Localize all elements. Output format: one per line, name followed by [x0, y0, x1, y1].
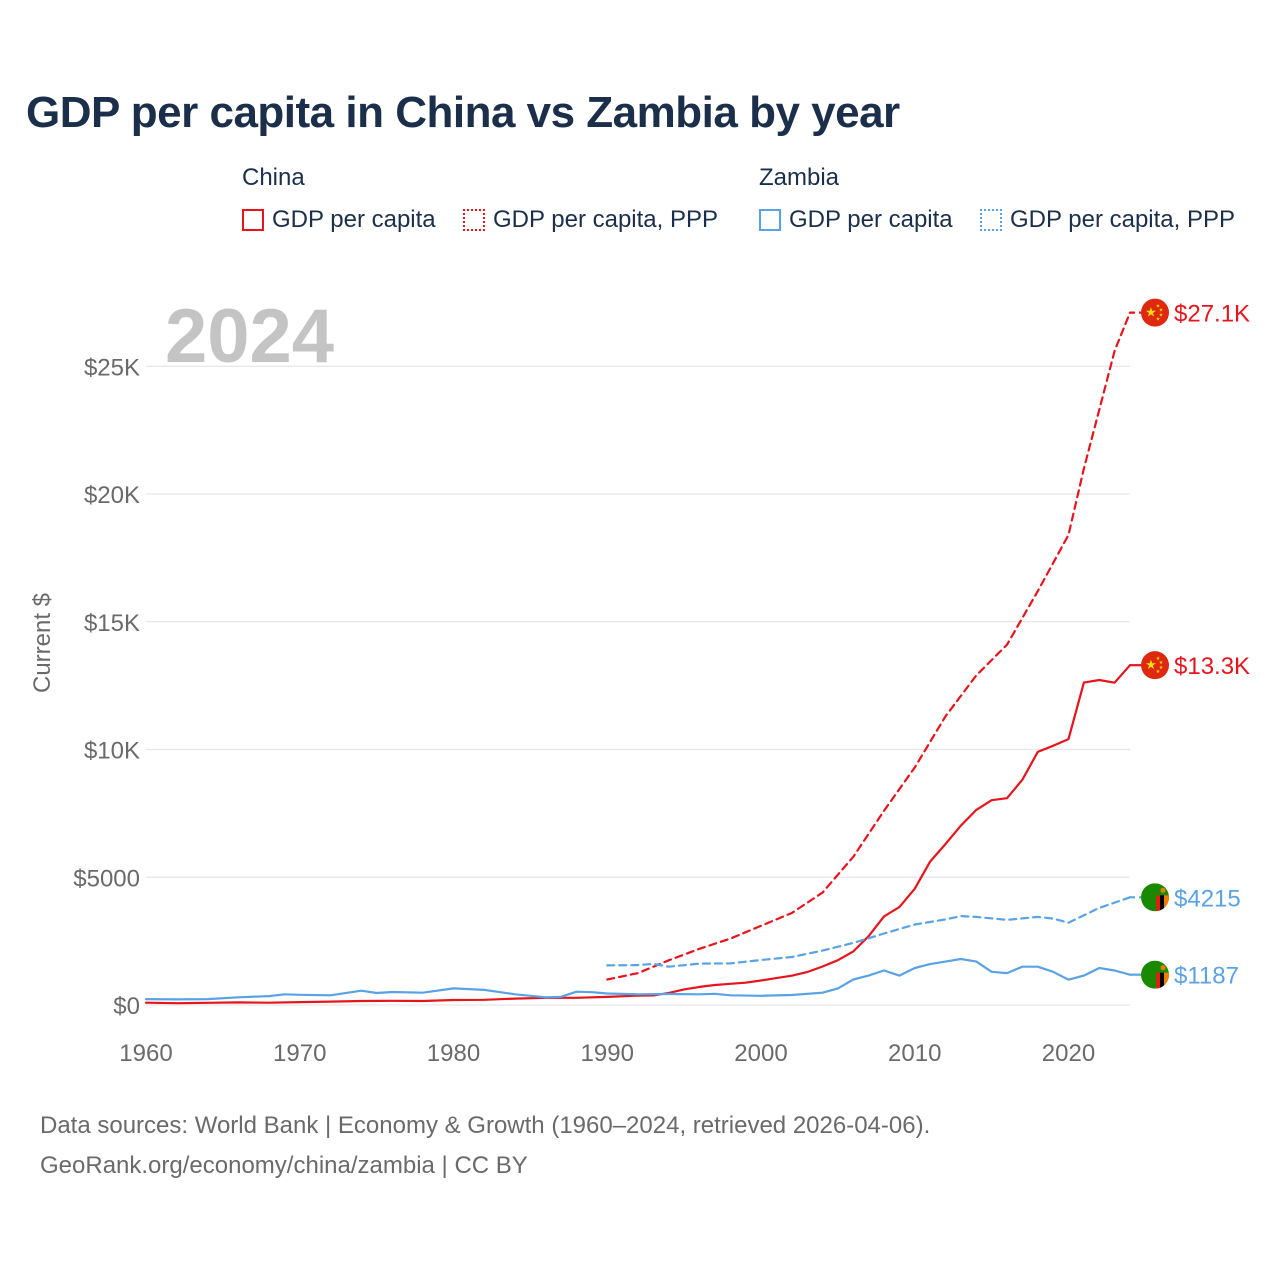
svg-text:★: ★	[1145, 658, 1157, 673]
legend-item-china-ppp[interactable]: GDP per capita, PPP	[463, 206, 718, 234]
series-line[interactable]	[144, 957, 1132, 1001]
legend-item-zambia-ppp[interactable]: GDP per capita, PPP	[980, 206, 1235, 234]
footer-link[interactable]: GeoRank.org/economy/china/zambia | CC BY	[40, 1152, 528, 1179]
end-value-label: $27.1K	[1174, 301, 1250, 328]
x-axis: 1960 1970 1980 1990 2000 2010 2020	[119, 1040, 1095, 1067]
x-tick-label: 1960	[119, 1040, 172, 1067]
y-tick-label: $25K	[84, 354, 140, 381]
svg-text:★: ★	[1156, 656, 1161, 662]
x-tick-label: 2020	[1042, 1040, 1095, 1067]
y-axis: $0 $5000 $10K $15K $20K $25K	[73, 354, 140, 1020]
y-tick-label: $0	[113, 993, 140, 1020]
y-tick-label: $5000	[73, 865, 140, 892]
series-line[interactable]	[606, 896, 1132, 968]
footer-sources: Data sources: World Bank | Economy & Gro…	[40, 1112, 931, 1139]
dotted-swatch-icon	[980, 209, 1002, 231]
end-value-label: $1187	[1174, 963, 1239, 990]
legend-item-china-gdp[interactable]: GDP per capita	[242, 206, 436, 234]
zambia-flag-icon	[1141, 883, 1169, 912]
y-axis-label: Current $	[29, 593, 56, 693]
y-tick-label: $10K	[84, 738, 140, 765]
y-tick-label: $20K	[84, 482, 140, 509]
year-watermark: 2024	[165, 294, 334, 379]
legend-group-china: China	[242, 164, 305, 191]
line-chart: $0 $5000 $10K $15K $20K $25K 1960 1970 1980 1990…	[29, 294, 1250, 1067]
legend-label: GDP per capita, PPP	[1010, 206, 1235, 233]
svg-text:★: ★	[1156, 317, 1161, 323]
end-labels: ★★★★★ $13.3K★★★★★ $27.1K$1187$4215	[1130, 298, 1250, 990]
grid	[146, 365, 1130, 1006]
legend-label: GDP per capita	[272, 206, 436, 233]
series-line[interactable]	[144, 664, 1132, 1005]
series-lines	[144, 311, 1132, 1005]
x-tick-label: 2010	[888, 1040, 941, 1067]
svg-text:★: ★	[1156, 669, 1161, 675]
china-flag-icon: ★★★★★	[1141, 651, 1169, 680]
chart-title: GDP per capita in China vs Zambia by yea…	[26, 88, 900, 137]
series-line[interactable]	[606, 311, 1132, 981]
zambia-flag-icon	[1141, 960, 1169, 989]
svg-text:★: ★	[1145, 306, 1157, 321]
legend-label: GDP per capita, PPP	[493, 206, 718, 233]
svg-text:★: ★	[1159, 665, 1164, 671]
y-tick-label: $15K	[84, 610, 140, 637]
dotted-swatch-icon	[463, 209, 485, 231]
svg-text:★: ★	[1159, 660, 1164, 666]
x-tick-label: 1990	[581, 1040, 634, 1067]
solid-swatch-icon	[242, 209, 264, 231]
x-tick-label: 2000	[734, 1040, 787, 1067]
svg-text:★: ★	[1159, 308, 1164, 314]
svg-text:★: ★	[1156, 304, 1161, 310]
x-tick-label: 1970	[273, 1040, 326, 1067]
china-flag-icon: ★★★★★	[1141, 298, 1169, 327]
legend-group-zambia: Zambia	[759, 164, 840, 191]
end-value-label: $13.3K	[1174, 653, 1250, 680]
solid-swatch-icon	[759, 209, 781, 231]
legend-label: GDP per capita	[789, 206, 953, 233]
end-value-label: $4215	[1174, 885, 1241, 912]
svg-text:★: ★	[1159, 313, 1164, 319]
footer: Data sources: World Bank | Economy & Gro…	[40, 1106, 930, 1186]
x-tick-label: 1980	[427, 1040, 480, 1067]
legend-item-zambia-gdp[interactable]: GDP per capita	[759, 206, 953, 234]
